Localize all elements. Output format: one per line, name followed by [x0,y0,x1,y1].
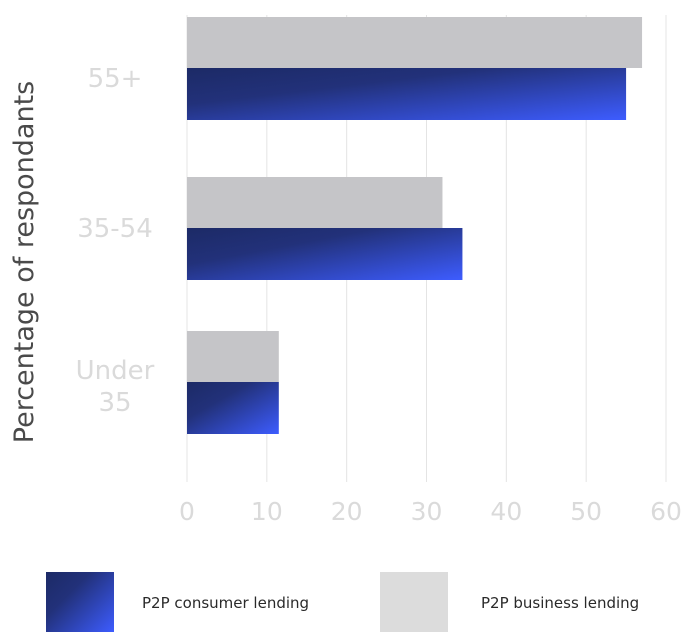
legend-label-consumer: P2P consumer lending [142,594,310,612]
bar-business-lending [187,177,443,228]
bar-consumer-lending [187,382,279,434]
bar-chart: 0 10 20 30 40 50 60 55+ 35-54 Under 35 Percentage… [9,15,682,526]
x-tick-label: 20 [331,497,363,526]
x-tick-label: 10 [251,497,283,526]
bar-business-lending [187,331,279,382]
legend-swatch-consumer [46,572,114,632]
category-label: 55+ [88,64,143,94]
legend-label-business: P2P business lending [481,594,640,612]
x-tick-label: 60 [650,497,682,526]
legend: P2P consumer lending P2P business lendin… [0,572,685,632]
x-tick-label: 0 [179,497,195,526]
x-tick-label: 40 [490,497,522,526]
x-tick-label: 30 [411,497,443,526]
bar-business-lending [187,17,643,68]
category-labels: 55+ 35-54 Under 35 [76,64,155,418]
category-label: 35-54 [77,214,153,244]
legend-swatch-business [380,572,448,632]
x-tick-label: 50 [570,497,602,526]
bar-group [187,17,643,434]
bar-consumer-lending [187,68,627,120]
x-tick-labels: 0 10 20 30 40 50 60 [179,497,682,526]
bar-consumer-lending [187,228,463,280]
category-label: Under 35 [76,356,155,418]
y-axis-title: Percentage of respondants [9,81,40,443]
